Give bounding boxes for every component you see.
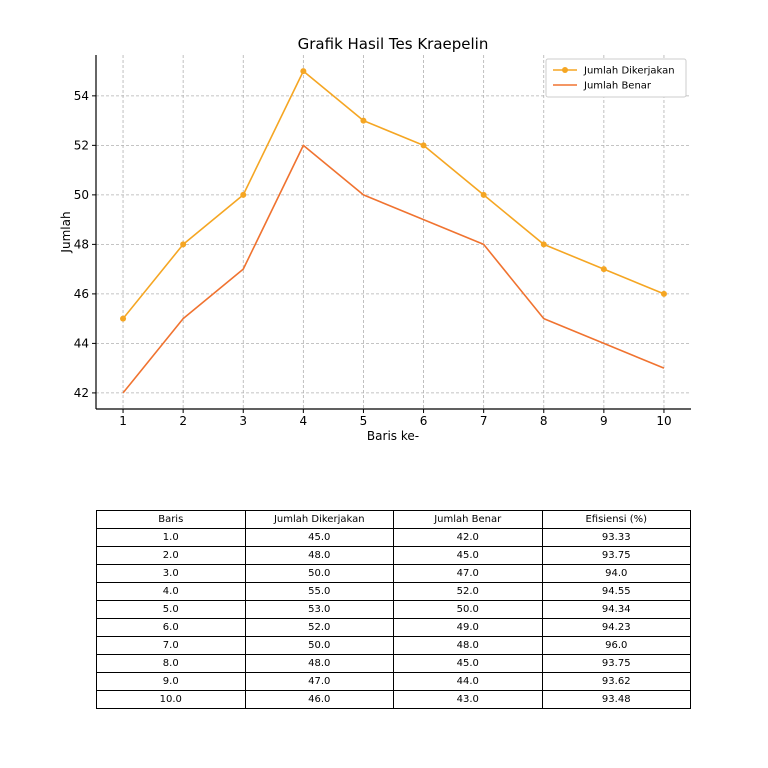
table-cell: 2.0 <box>96 546 246 565</box>
table-cell: 53.0 <box>244 600 394 619</box>
table-cell: 43.0 <box>393 690 543 709</box>
table-cell: 45.0 <box>393 654 543 673</box>
x-tick-label: 9 <box>600 414 608 428</box>
y-tick-label: 50 <box>74 188 89 202</box>
table-cell: 45.0 <box>244 528 394 547</box>
legend-box <box>545 58 687 98</box>
y-tick-label: 44 <box>74 336 89 350</box>
table-cell: 5.0 <box>96 600 246 619</box>
table-cell: 50.0 <box>244 564 394 583</box>
line-chart: Grafik Hasil Tes Kraepelin 1 2 3 4 5 6 7 8 9 10 42… <box>59 35 691 443</box>
results-table: Baris Jumlah Dikerjakan Jumlah Benar Efi… <box>96 510 691 709</box>
x-tick-label: 1 <box>119 414 127 428</box>
table-cell: 55.0 <box>244 582 394 601</box>
table-row: 9.0 47.0 44.0 93.62 <box>96 672 691 691</box>
table-row: 8.0 48.0 45.0 93.75 <box>96 654 691 673</box>
chart-title: Grafik Hasil Tes Kraepelin <box>298 35 489 53</box>
table-cell: 93.48 <box>541 690 691 709</box>
legend-marker-dikerjakan <box>562 67 568 73</box>
table-cell: 93.33 <box>541 528 691 547</box>
y-tick-label: 48 <box>74 237 89 251</box>
y-tick-label: 42 <box>74 386 89 400</box>
legend-label-dikerjakan: Jumlah Dikerjakan <box>583 66 675 77</box>
table-cell: 52.0 <box>393 582 543 601</box>
y-tick-label: 52 <box>74 138 89 152</box>
table-cell: 45.0 <box>393 546 543 565</box>
data-point <box>120 315 127 322</box>
table-cell: 8.0 <box>96 654 246 673</box>
grid-lines <box>96 55 691 409</box>
table-cell: 49.0 <box>393 618 543 637</box>
table-cell: 48.0 <box>393 636 543 655</box>
table-cell: 52.0 <box>244 618 394 637</box>
table-row: 5.0 53.0 50.0 94.34 <box>96 600 691 619</box>
data-point <box>420 142 427 149</box>
table-cell: 93.62 <box>541 672 691 691</box>
table-cell: 46.0 <box>244 690 394 709</box>
data-point <box>540 241 547 248</box>
table-row: 4.0 55.0 52.0 94.55 <box>96 582 691 601</box>
table-cell: 48.0 <box>244 654 394 673</box>
table-cell: 47.0 <box>244 672 394 691</box>
table-header-row: Baris Jumlah Dikerjakan Jumlah Benar Efi… <box>96 510 691 529</box>
x-tick-label: 10 <box>656 414 671 428</box>
x-tick-label: 7 <box>480 414 488 428</box>
x-tick-label: 2 <box>179 414 187 428</box>
header-efisiensi: Efisiensi (%) <box>541 510 691 529</box>
table-cell: 93.75 <box>541 654 691 673</box>
table-cell: 6.0 <box>96 618 246 637</box>
table-cell: 50.0 <box>393 600 543 619</box>
y-tick-label: 46 <box>74 287 89 301</box>
y-axis-label: Jumlah <box>59 211 73 253</box>
table-cell: 9.0 <box>96 672 246 691</box>
table-cell: 10.0 <box>96 690 246 709</box>
table-row: 6.0 52.0 49.0 94.23 <box>96 618 691 637</box>
table-cell: 47.0 <box>393 564 543 583</box>
table-cell: 94.34 <box>541 600 691 619</box>
table-cell: 4.0 <box>96 582 246 601</box>
axes: 1 2 3 4 5 6 7 8 9 10 42 44 46 48 50 52 54 <box>74 55 691 428</box>
table-cell: 93.75 <box>541 546 691 565</box>
table-cell: 7.0 <box>96 636 246 655</box>
table-row: 7.0 50.0 48.0 96.0 <box>96 636 691 655</box>
x-tick-label: 8 <box>540 414 548 428</box>
table-row: 3.0 50.0 47.0 94.0 <box>96 564 691 583</box>
table-cell: 94.55 <box>541 582 691 601</box>
header-jumlah-dikerjakan: Jumlah Dikerjakan <box>244 510 394 529</box>
table-cell: 96.0 <box>541 636 691 655</box>
table-cell: 1.0 <box>96 528 246 547</box>
table-cell: 42.0 <box>393 528 543 547</box>
table-cell: 94.23 <box>541 618 691 637</box>
table-row: 2.0 48.0 45.0 93.75 <box>96 546 691 565</box>
table-cell: 94.0 <box>541 564 691 583</box>
table-cell: 44.0 <box>393 672 543 691</box>
series-line-jumlah-dikerjakan <box>122 70 665 320</box>
legend-label-benar: Jumlah Benar <box>583 81 652 92</box>
x-axis-label: Baris ke- <box>367 429 419 443</box>
x-tick-label: 4 <box>300 414 308 428</box>
data-point <box>240 191 247 198</box>
x-tick-label: 3 <box>239 414 247 428</box>
header-baris: Baris <box>96 510 246 529</box>
legend: Jumlah Dikerjakan Jumlah Benar <box>545 58 687 98</box>
y-tick-label: 54 <box>74 89 89 103</box>
table-row: 10.0 46.0 43.0 93.48 <box>96 690 691 709</box>
series-layer <box>120 68 667 394</box>
data-point <box>300 68 307 75</box>
table-row: 1.0 45.0 42.0 93.33 <box>96 528 691 547</box>
table-cell: 48.0 <box>244 546 394 565</box>
table-cell: 3.0 <box>96 564 246 583</box>
table-cell: 50.0 <box>244 636 394 655</box>
header-jumlah-benar: Jumlah Benar <box>393 510 543 529</box>
data-point <box>660 290 667 297</box>
data-point <box>480 191 487 198</box>
data-point <box>360 117 367 124</box>
x-tick-label: 5 <box>360 414 368 428</box>
data-point <box>180 241 187 248</box>
x-tick-label: 6 <box>420 414 428 428</box>
data-point <box>600 266 607 273</box>
series-line-jumlah-benar <box>122 144 665 394</box>
